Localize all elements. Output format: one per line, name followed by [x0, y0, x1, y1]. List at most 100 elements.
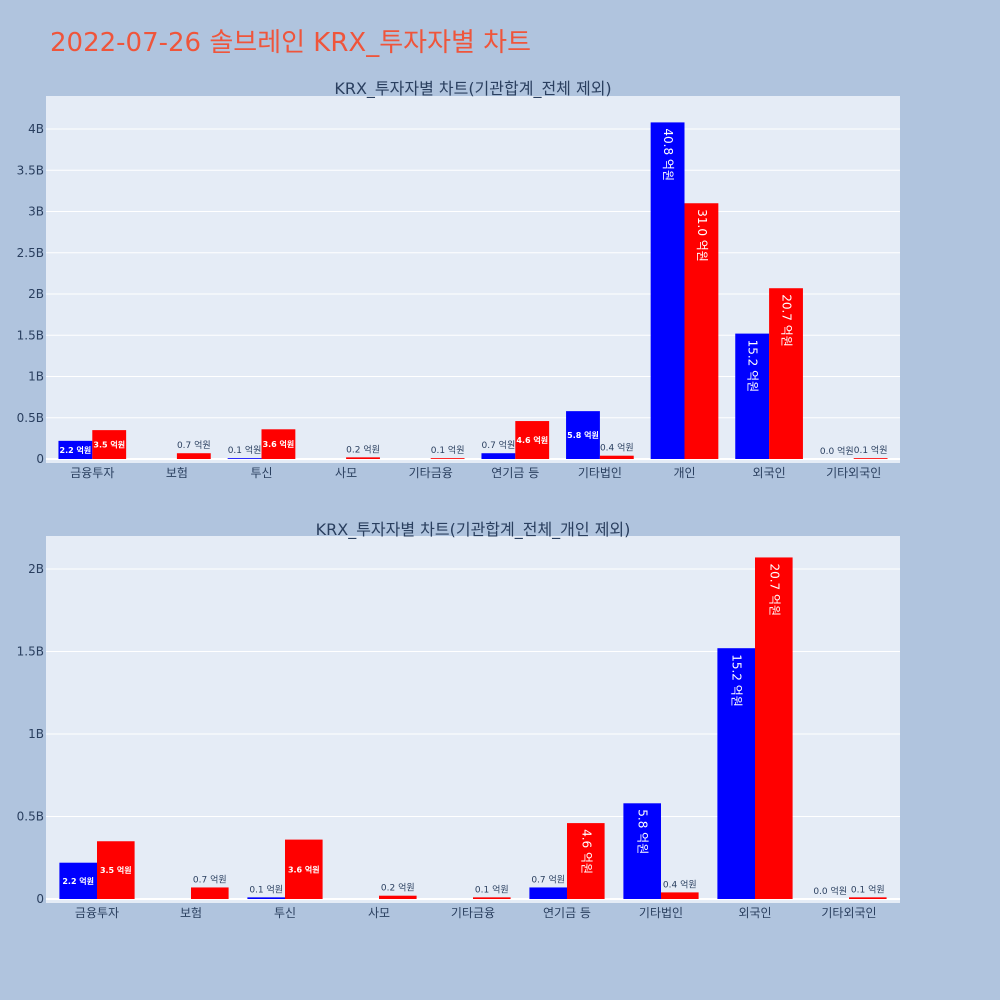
y-tick-label: 2B — [28, 287, 44, 301]
data-label: 0.1 억원 — [851, 883, 885, 895]
y-tick-label: 0 — [36, 892, 44, 906]
data-label: 3.5 억원 — [93, 440, 125, 450]
y-tick-label: 2B — [28, 562, 44, 576]
bar-sell — [661, 892, 699, 899]
data-label: 0.0 억원 — [820, 445, 854, 457]
y-tick-label: 1.5B — [17, 328, 44, 342]
data-label: 2.2 억원 — [60, 445, 92, 455]
data-label: 0.4 억원 — [600, 442, 634, 454]
x-tick-label: 개인 — [673, 466, 695, 480]
bar-sell — [755, 557, 793, 899]
y-tick-label: 0.5B — [17, 411, 44, 425]
data-label: 15.2 억원 — [730, 654, 744, 707]
data-label: 0.4 억원 — [663, 878, 697, 890]
chart-title: KRX_투자자별 차트(기관합계_전체 제외) — [334, 79, 611, 99]
bar-sell — [92, 430, 127, 459]
bar-buy — [650, 122, 685, 460]
x-tick-label: 사모 — [368, 906, 390, 920]
bar-buy — [247, 897, 285, 899]
y-tick-label: 1.5B — [17, 645, 44, 659]
data-label: 0.2 억원 — [381, 882, 415, 894]
x-tick-label: 기타외국인 — [826, 466, 881, 480]
bar-sell — [176, 453, 211, 459]
data-label: 4.6 억원 — [579, 829, 593, 874]
x-tick-label: 보험 — [166, 466, 188, 480]
y-tick-label: 0.5B — [17, 810, 44, 824]
x-tick-label: 연기금 등 — [491, 466, 539, 480]
chart-title: KRX_투자자별 차트(기관합계_전체_개인 제외) — [316, 520, 631, 540]
bar-buy — [717, 648, 755, 899]
x-tick-label: 금융투자 — [70, 466, 114, 480]
data-label: 0.1 억원 — [431, 444, 465, 456]
x-tick-label: 투신 — [250, 466, 272, 480]
x-tick-label: 연기금 등 — [543, 906, 591, 920]
bar-buy — [481, 453, 516, 459]
x-tick-label: 금융투자 — [75, 906, 119, 920]
data-label: 4.6 억원 — [516, 435, 548, 445]
bar-sell — [346, 457, 380, 459]
x-tick-label: 기타법인 — [639, 906, 683, 920]
x-tick-label: 투신 — [274, 906, 296, 920]
data-label: 0.1 억원 — [475, 883, 509, 895]
bar-sell — [97, 841, 135, 899]
data-label: 2.2 억원 — [62, 876, 94, 886]
x-tick-label: 외국인 — [738, 906, 771, 920]
bar-sell — [379, 895, 417, 899]
bar-buy — [735, 333, 770, 459]
bar-sell — [849, 897, 887, 899]
bar-sell — [769, 288, 803, 459]
bar-sell — [261, 429, 296, 459]
x-tick-label: 기타금융 — [451, 906, 495, 920]
data-label: 0.1 억원 — [228, 444, 262, 456]
x-tick-label: 사모 — [335, 466, 357, 480]
data-label: 3.5 억원 — [100, 865, 132, 875]
data-label: 15.2 억원 — [746, 340, 760, 393]
x-tick-label: 기타법인 — [578, 466, 622, 480]
bar-sell — [567, 823, 605, 899]
x-tick-label: 외국인 — [753, 466, 786, 480]
bar-buy — [566, 411, 600, 459]
y-tick-label: 1B — [28, 727, 44, 741]
bar-buy — [623, 803, 661, 899]
y-tick-label: 1B — [28, 370, 44, 384]
data-label: 0.1 억원 — [854, 444, 888, 456]
page-title: 2022-07-26 솔브레인 KRX_투자자별 차트 — [50, 28, 532, 58]
y-tick-label: 3.5B — [17, 163, 44, 177]
bar-sell — [430, 458, 465, 459]
data-label: 3.6 억원 — [288, 864, 320, 874]
data-label: 0.2 억원 — [346, 443, 380, 455]
data-label: 40.8 억원 — [661, 128, 675, 181]
data-label: 0.0 억원 — [813, 885, 847, 897]
y-tick-label: 2.5B — [17, 246, 44, 260]
data-label: 0.7 억원 — [177, 439, 211, 451]
x-tick-label: 기타금융 — [409, 466, 453, 480]
bar-sell — [684, 203, 719, 459]
y-tick-label: 4B — [28, 122, 44, 136]
x-tick-label: 보험 — [180, 906, 202, 920]
bar-buy — [529, 887, 567, 899]
data-label: 5.8 억원 — [567, 430, 599, 440]
y-tick-label: 0 — [36, 452, 44, 466]
bar-sell — [191, 887, 229, 899]
data-label: 20.7 억원 — [767, 563, 781, 616]
bar-buy — [59, 862, 97, 899]
bar-sell — [599, 455, 634, 459]
data-label: 5.8 억원 — [636, 809, 650, 854]
y-tick-label: 3B — [28, 205, 44, 219]
data-label: 20.7 억원 — [780, 294, 794, 347]
data-label: 0.7 억원 — [531, 873, 565, 885]
data-label: 31.0 억원 — [695, 209, 709, 262]
x-tick-label: 기타외국인 — [821, 906, 876, 920]
bar-buy — [58, 440, 93, 459]
bar-sell — [515, 421, 550, 459]
data-label: 0.7 억원 — [193, 873, 227, 885]
bar-sell — [473, 897, 511, 899]
data-label: 0.1 억원 — [249, 883, 283, 895]
bar-buy — [227, 458, 262, 459]
bar-sell — [285, 839, 323, 899]
data-label: 3.6 억원 — [263, 439, 295, 449]
bar-sell — [853, 458, 888, 459]
chart-top: KRX_투자자별 차트(기관합계_전체 제외) 0 0.5B 1B 1.5B 2B 2.5B… — [17, 79, 900, 480]
data-label: 0.7 억원 — [482, 439, 516, 451]
